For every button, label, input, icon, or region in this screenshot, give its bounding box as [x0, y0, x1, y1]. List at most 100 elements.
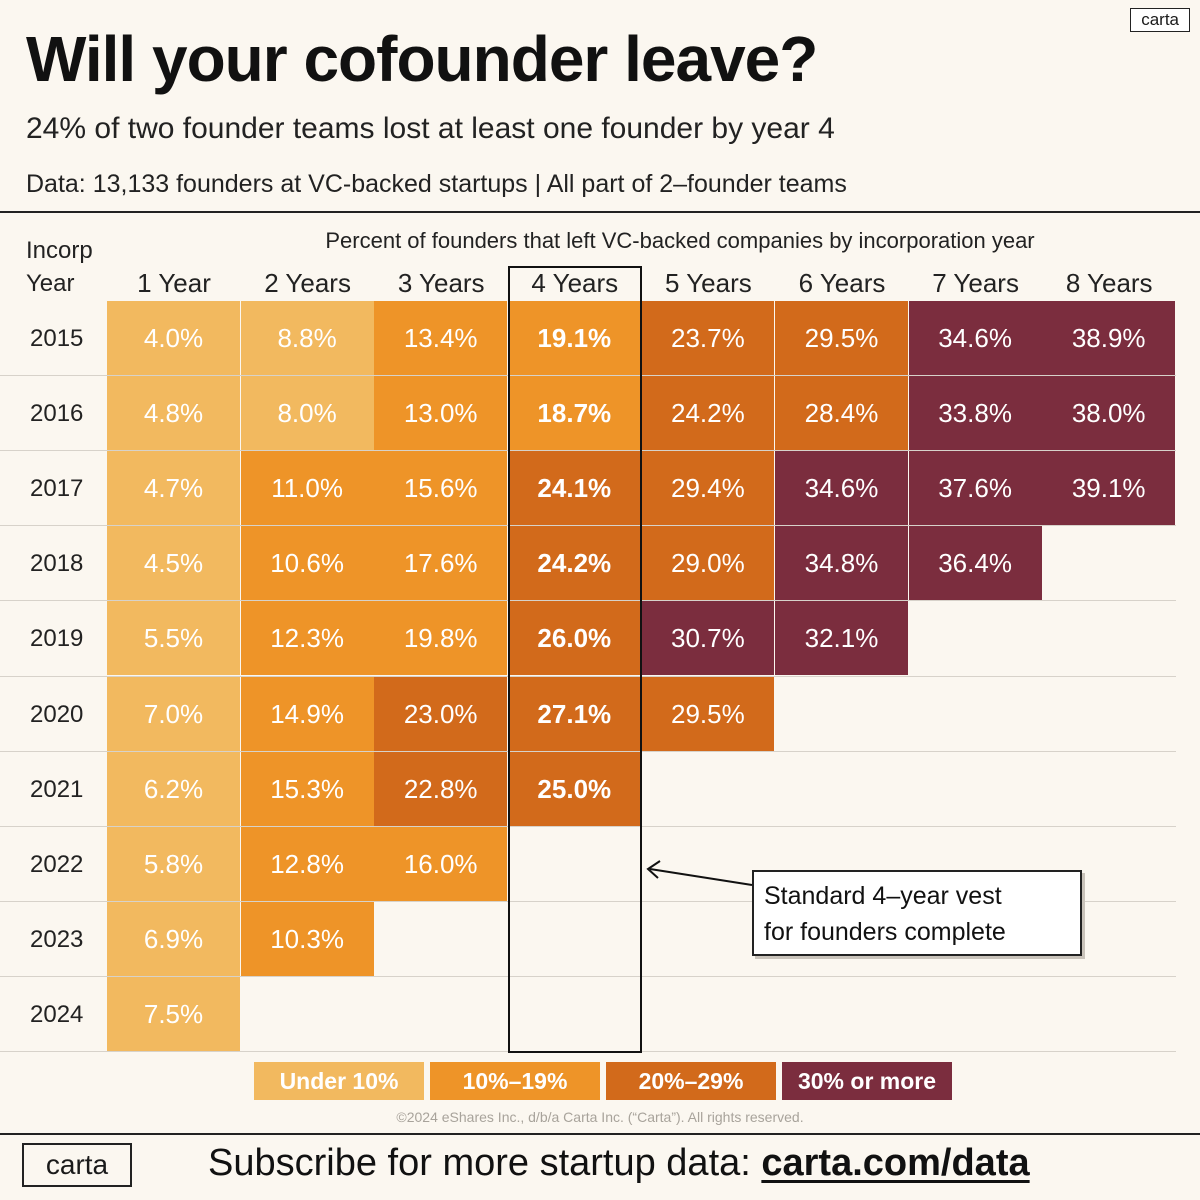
table-cell: 8.0%	[240, 376, 374, 451]
row-year-label: 2019	[30, 625, 84, 653]
vest-callout: Standard 4–year vest for founders comple…	[752, 870, 1082, 956]
column-header: 4 Years	[531, 268, 619, 298]
subscribe-text: Subscribe for more startup data:	[208, 1142, 762, 1184]
table-cell: 12.8%	[240, 826, 374, 901]
table-cell: 32.1%	[775, 601, 908, 676]
subscribe-cta: Subscribe for more startup data: carta.c…	[208, 1142, 1030, 1185]
row-divider	[0, 450, 1176, 452]
row-year-label: 2024	[30, 1000, 84, 1028]
table-cell: 26.0%	[507, 601, 641, 676]
row-header-line-1: Incorp	[26, 237, 93, 264]
row-header-label: Incorp Year	[26, 234, 93, 300]
header-divider	[0, 211, 1200, 213]
table-cell: 15.3%	[240, 751, 374, 826]
table-cell: 29.5%	[641, 676, 775, 751]
row-year-label: 2021	[30, 775, 84, 803]
table-cell: 19.1%	[507, 301, 641, 375]
table-cell: 24.2%	[641, 376, 775, 451]
table-cell: 13.0%	[374, 376, 508, 451]
table-cell: 6.9%	[107, 901, 240, 976]
column-header: 8 Years	[1065, 268, 1153, 298]
row-divider	[0, 900, 1176, 902]
table-cell: 10.3%	[240, 901, 374, 976]
table-cell: 29.5%	[775, 301, 908, 375]
row-divider	[0, 375, 1176, 377]
table-cell: 33.8%	[908, 376, 1042, 451]
callout-arrow-icon	[646, 860, 753, 886]
table-cell: 23.7%	[641, 301, 775, 375]
table-cell: 4.0%	[107, 301, 240, 375]
table-cell: 16.0%	[374, 826, 508, 901]
row-year-label: 2020	[30, 700, 84, 728]
table-cell: 4.8%	[107, 376, 240, 451]
legend-item: 30% or more	[782, 1062, 952, 1100]
table-cell: 17.6%	[374, 526, 508, 601]
legend-item: Under 10%	[254, 1062, 424, 1100]
column-header: 3 Years	[397, 268, 485, 298]
row-header-line-2: Year	[26, 270, 75, 297]
table-cell: 12.3%	[240, 601, 374, 676]
page-title: Will your cofounder leave?	[26, 23, 818, 95]
table-cell: 5.5%	[107, 601, 240, 676]
table-cell: 8.8%	[240, 301, 374, 375]
table-cell: 34.8%	[775, 526, 908, 601]
table-cell: 19.8%	[374, 601, 508, 676]
table-cell: 4.7%	[107, 451, 240, 526]
table-cell: 34.6%	[908, 301, 1042, 375]
row-divider	[0, 525, 1176, 527]
data-source-note: Data: 13,133 founders at VC-backed start…	[26, 170, 847, 198]
row-divider	[0, 975, 1176, 977]
table-cell: 11.0%	[240, 451, 374, 526]
table-cell: 22.8%	[374, 751, 508, 826]
table-cell: 10.6%	[240, 526, 374, 601]
table-cell: 23.0%	[374, 676, 508, 751]
row-year-label: 2016	[30, 400, 84, 428]
table-cell: 28.4%	[775, 376, 908, 451]
table-cell: 15.6%	[374, 451, 508, 526]
table-cell: 24.2%	[507, 526, 641, 601]
table-cell: 38.9%	[1042, 301, 1176, 375]
table-cell: 6.2%	[107, 751, 240, 826]
callout-line-1: Standard 4–year vest	[764, 882, 1002, 910]
legend-item: 20%–29%	[606, 1062, 776, 1100]
row-divider	[0, 825, 1176, 827]
carta-logo-bottom[interactable]: carta	[22, 1143, 132, 1187]
table-cell: 39.1%	[1042, 451, 1176, 526]
table-cell: 25.0%	[507, 751, 641, 826]
table-cell: 7.5%	[107, 976, 240, 1051]
carta-data-link[interactable]: carta.com/data	[761, 1142, 1030, 1184]
row-year-label: 2017	[30, 475, 84, 503]
column-header: 2 Years	[264, 268, 351, 298]
table-cell: 14.9%	[240, 676, 374, 751]
row-year-label: 2015	[30, 325, 84, 352]
legend-item: 10%–19%	[430, 1062, 600, 1100]
table-cell: 29.4%	[641, 451, 775, 526]
table-cell: 5.8%	[107, 826, 240, 901]
table-cell: 34.6%	[775, 451, 908, 526]
table-cell: 27.1%	[507, 676, 641, 751]
chart-title: Percent of founders that left VC-backed …	[325, 228, 1035, 253]
table-cell: 24.1%	[507, 451, 641, 526]
table-cell: 30.7%	[641, 601, 775, 676]
row-year-label: 2018	[30, 550, 84, 578]
table-cell: 18.7%	[507, 376, 641, 451]
callout-line-2: for founders complete	[764, 918, 1006, 946]
table-cell: 7.0%	[107, 676, 240, 751]
column-header: 6 Years	[798, 268, 886, 298]
carta-logo-top[interactable]: carta	[1130, 8, 1190, 32]
column-header: 7 Years	[932, 268, 1019, 298]
column-header: 1 Year	[137, 268, 211, 298]
page-subtitle: 24% of two founder teams lost at least o…	[26, 112, 835, 145]
row-divider	[0, 1051, 1176, 1052]
table-cell: 37.6%	[908, 451, 1042, 526]
row-divider	[0, 750, 1176, 752]
table-cell: 13.4%	[374, 301, 508, 375]
row-divider	[0, 675, 1176, 677]
table-cell: 29.0%	[641, 526, 775, 601]
table-cell: 4.5%	[107, 526, 240, 601]
row-divider	[0, 600, 1176, 602]
footer-divider	[0, 1133, 1200, 1135]
row-year-label: 2023	[30, 925, 84, 953]
table-cell: 38.0%	[1042, 376, 1176, 451]
row-year-label: 2022	[30, 850, 84, 878]
